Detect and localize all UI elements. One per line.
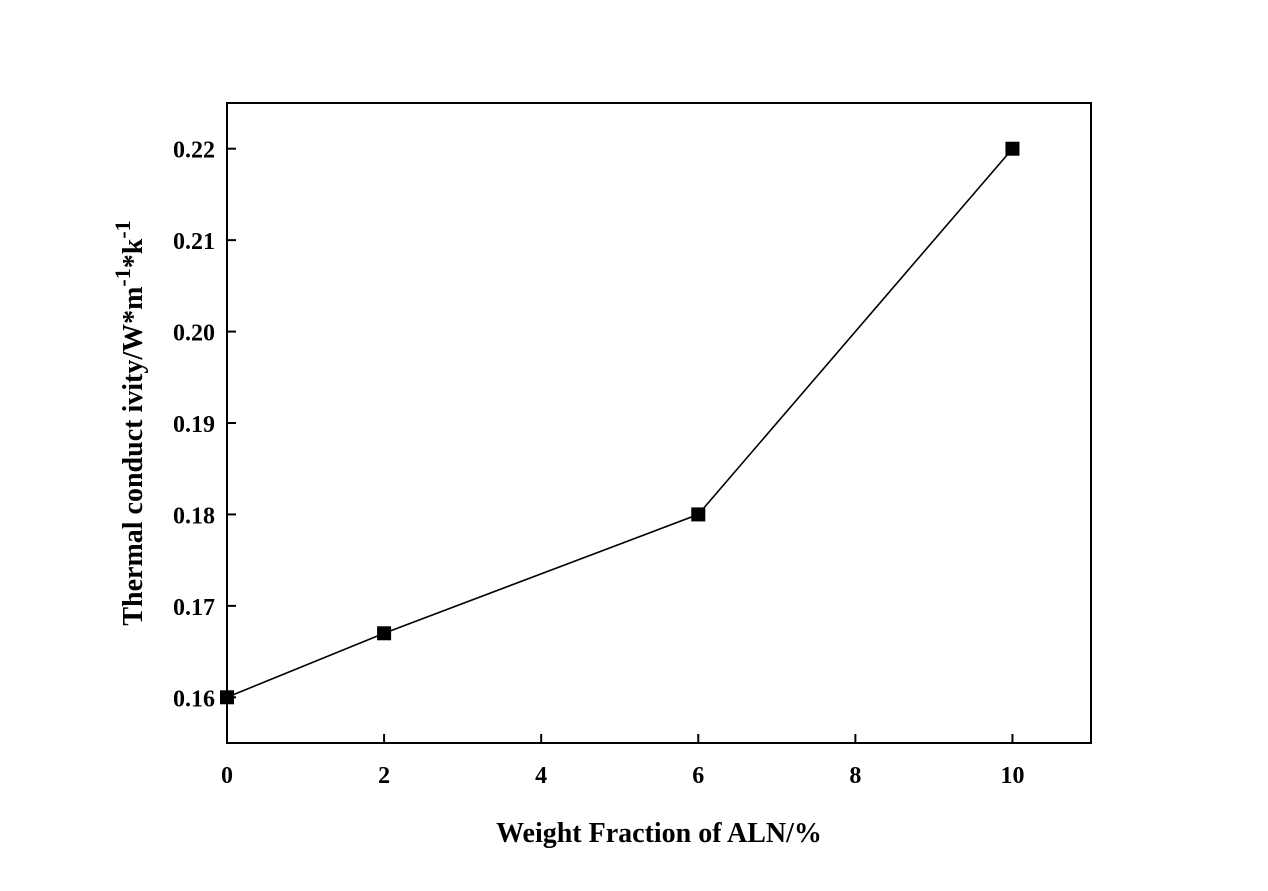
y-tick-label: 0.16 bbox=[173, 686, 215, 712]
x-tick-label: 6 bbox=[692, 763, 704, 789]
y-axis: 0.16 0.17 0.18 0.19 0.20 0.21 0.22 bbox=[173, 138, 236, 712]
y-axis-title-sup1: -1 bbox=[110, 268, 135, 286]
series-line bbox=[226, 148, 1014, 699]
data-series bbox=[220, 141, 1020, 705]
y-tick-label: 0.19 bbox=[173, 412, 215, 438]
data-point bbox=[220, 690, 234, 705]
y-axis-title-mid: *k bbox=[118, 238, 149, 268]
y-tick-label: 0.22 bbox=[173, 138, 215, 164]
x-tick-label: 8 bbox=[849, 763, 861, 789]
y-tick-label: 0.20 bbox=[173, 321, 215, 347]
plot-frame bbox=[226, 102, 1092, 744]
x-tick-label: 0 bbox=[221, 763, 233, 789]
data-point bbox=[377, 626, 392, 641]
x-tick-label: 2 bbox=[378, 763, 390, 789]
data-point bbox=[1005, 141, 1020, 156]
x-tick-label: 4 bbox=[535, 763, 547, 789]
y-tick-label: 0.17 bbox=[173, 595, 215, 621]
y-tick-label: 0.21 bbox=[173, 229, 215, 255]
x-axis: 0 2 4 6 8 10 bbox=[221, 734, 1024, 789]
data-point bbox=[691, 507, 706, 522]
y-axis-title-sup2: -1 bbox=[110, 220, 135, 238]
x-tick-label: 10 bbox=[1000, 763, 1024, 789]
y-axis-title-base: Thermal conduct ivity/W*m bbox=[118, 287, 149, 626]
y-tick-label: 0.18 bbox=[173, 503, 215, 529]
y-axis-title: Thermal conduct ivity/W*m-1*k-1 bbox=[110, 220, 149, 625]
x-axis-title: Weight Fraction of ALN/% bbox=[496, 818, 822, 849]
